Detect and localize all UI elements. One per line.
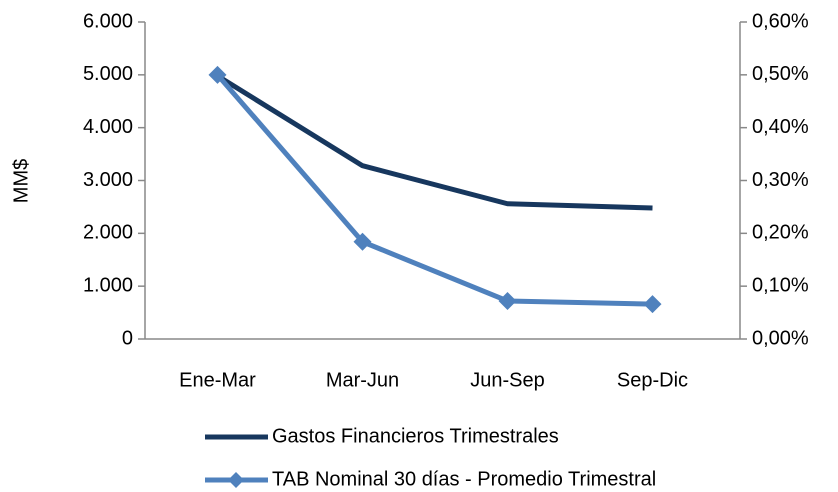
legend-marker: [228, 472, 244, 488]
y-tick-label: 2.000: [83, 222, 133, 244]
x-tick-label: Mar-Jun: [326, 369, 399, 391]
y-axis-title: MM$: [10, 159, 32, 203]
marker: [208, 65, 227, 84]
y-tick-label: 6.000: [83, 10, 133, 32]
y-tick-label: 0: [122, 327, 133, 349]
y-tick-label: 3.000: [83, 169, 133, 191]
y-tick-label: 1.000: [83, 274, 133, 296]
x-tick-label: Sep-Dic: [617, 369, 688, 391]
line: [216, 73, 653, 211]
marker: [643, 295, 662, 314]
line: [215, 73, 653, 307]
marker: [498, 291, 517, 310]
legend-label: Gastos Financieros Trimestrales: [272, 425, 559, 447]
y2-tick-label: 0,60%: [752, 10, 809, 32]
x-tick-label: Ene-Mar: [179, 369, 256, 391]
y2-tick-label: 0,30%: [752, 169, 809, 191]
y2-tick-label: 0,00%: [752, 327, 809, 349]
y-tick-label: 4.000: [83, 116, 133, 138]
y2-tick-label: 0,20%: [752, 222, 809, 244]
marker: [353, 232, 372, 251]
y2-tick-label: 0,10%: [752, 274, 809, 296]
y2-tick-label: 0,40%: [752, 116, 809, 138]
x-tick-label: Jun-Sep: [470, 369, 545, 391]
y-tick-label: 5.000: [83, 63, 133, 85]
legend-label: TAB Nominal 30 días - Promedio Trimestra…: [272, 468, 656, 490]
y2-tick-label: 0,50%: [752, 63, 809, 85]
